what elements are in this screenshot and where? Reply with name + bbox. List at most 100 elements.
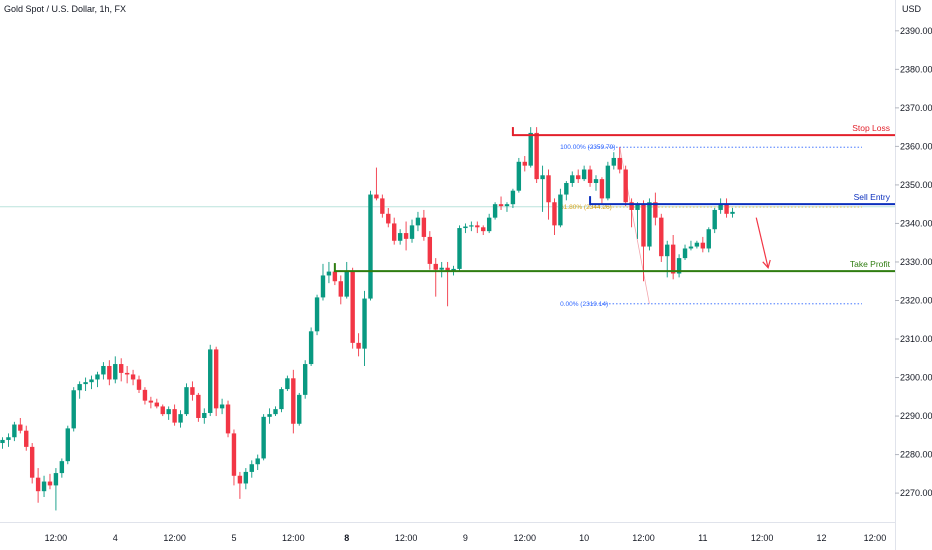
candle-body [629, 202, 634, 210]
x-tick-label: 9 [463, 533, 468, 543]
candle-body [89, 379, 94, 383]
candle-body [302, 364, 308, 395]
candle-body [457, 228, 462, 269]
candle-body [510, 190, 516, 205]
candle-body [124, 372, 130, 375]
candlestick-series [0, 127, 735, 511]
candle-body [95, 374, 100, 380]
candle-body [24, 430, 29, 447]
candle-body [386, 213, 391, 224]
candle-body [570, 175, 575, 183]
candle-body [540, 175, 545, 180]
y-tick-label: 2270.00 [900, 488, 932, 498]
time-axis[interactable]: 12:00 4 12:00 5 12:00 8 12:00 9 12:00 10 12:00 11 12… [0, 522, 895, 544]
candle-body [546, 175, 551, 203]
y-tick-label: 2340.00 [900, 218, 932, 228]
candle-body [273, 409, 278, 415]
x-tick-label: 12:00 [632, 533, 655, 543]
candle-body [516, 161, 522, 191]
candle-body [113, 364, 118, 380]
candle-body [486, 217, 492, 232]
candle-body [237, 475, 243, 484]
candle-body [41, 481, 47, 492]
candle-body [356, 342, 361, 349]
candle-body [552, 202, 557, 226]
candle-body [724, 204, 729, 214]
candle-body [534, 132, 539, 180]
candle-body [392, 223, 397, 241]
level-name-label: Sell Entry [854, 192, 891, 202]
candle-body [255, 458, 260, 465]
candle-body [154, 402, 160, 407]
candle-body [344, 271, 349, 297]
price-axis[interactable]: 2270.00 2280.00 2290.00 2300.00 2310.00 2320.… [895, 0, 932, 550]
y-tick-label: 2370.00 [900, 103, 932, 113]
y-tick-label: 2390.00 [900, 26, 932, 36]
candle-body [202, 412, 207, 418]
candle-body [208, 349, 213, 413]
candle-body [142, 389, 148, 401]
y-tick-label: 2380.00 [900, 64, 932, 74]
candle-body [635, 204, 640, 210]
x-tick-label: 12:00 [282, 533, 305, 543]
candle-body [308, 331, 314, 365]
candle-body [190, 387, 195, 395]
fib-level-label: 0.00% (2319.14) [560, 301, 608, 308]
trade-levels[interactable]: Stop Loss2362.94Sell Entry2345.01Take Pr… [333, 123, 932, 278]
candle-body [670, 244, 676, 274]
direction-arrow[interactable] [755, 217, 771, 269]
y-tick-label: 2300.00 [900, 373, 932, 383]
price-axis-background [895, 0, 932, 550]
x-tick-label: 12:00 [514, 533, 537, 543]
candle-body [587, 169, 593, 183]
candle-body [12, 424, 17, 438]
x-tick-label: 12:00 [395, 533, 418, 543]
candle-body [314, 297, 320, 332]
x-tick-label: 11 [698, 533, 707, 543]
x-tick-label: 4 [113, 533, 118, 543]
candle-body [492, 204, 498, 218]
fib-level-label: 100.00% (2359.79) [560, 144, 615, 151]
arrow-shaft[interactable] [755, 217, 769, 268]
candle-body [0, 439, 5, 444]
candle-body [213, 349, 219, 409]
candle-body [166, 409, 171, 415]
candle-body [6, 437, 11, 440]
candle-body [641, 204, 646, 247]
candle-body [433, 263, 438, 270]
x-tick-label: 12:00 [45, 533, 68, 543]
candle-body [368, 194, 373, 299]
candle-body [291, 378, 296, 424]
candle-body [688, 246, 694, 249]
candle-body [148, 400, 154, 403]
candle-body [682, 248, 688, 259]
candle-body [196, 394, 201, 418]
candle-body [700, 242, 706, 249]
candle-body [718, 204, 723, 210]
y-tick-label: 2310.00 [900, 334, 932, 344]
candle-body [231, 433, 237, 476]
candle-body [445, 267, 450, 271]
candle-body [564, 182, 569, 195]
candle-body [439, 267, 444, 270]
candle-body [160, 406, 165, 415]
candle-body [665, 244, 670, 257]
candle-body [504, 204, 510, 207]
candle-body [297, 394, 302, 424]
currency-label[interactable]: USD [902, 4, 922, 14]
candle-body [451, 268, 456, 271]
candle-body [332, 271, 338, 282]
symbol-title: Gold Spot / U.S. Dollar, 1h, FX [4, 4, 126, 14]
candle-body [219, 404, 225, 409]
x-tick-label: 12:00 [864, 533, 887, 543]
candle-body [119, 364, 124, 373]
x-tick-label: 12:00 [751, 533, 774, 543]
fibonacci-retracement[interactable]: 100.00% (2359.79) 61.80% (2344.26) 0.00% (… [560, 144, 862, 308]
candle-body [575, 175, 581, 180]
y-tick-label: 2320.00 [900, 295, 932, 305]
candle-body [107, 365, 112, 380]
candle-body [243, 471, 249, 484]
candle-body [101, 365, 106, 375]
